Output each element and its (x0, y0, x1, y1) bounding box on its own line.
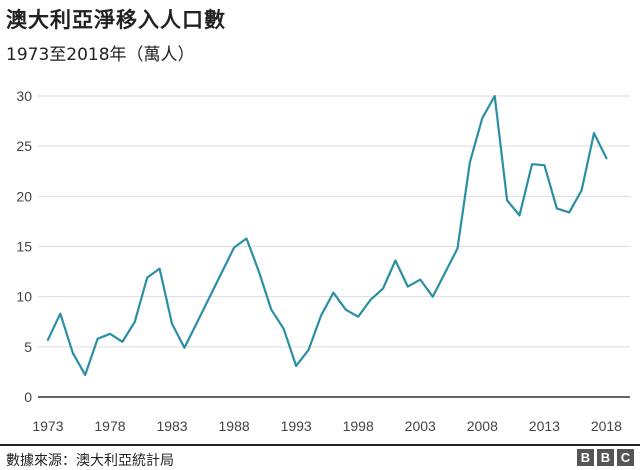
x-tick-label-1973: 1973 (32, 418, 63, 434)
y-tick-label-25: 25 (16, 138, 32, 154)
source-note: 數據來源：澳大利亞統計局 (6, 453, 174, 469)
y-tick-label-5: 5 (24, 339, 32, 355)
y-tick-label-30: 30 (16, 88, 32, 104)
x-tick-label-2003: 2003 (405, 418, 436, 434)
y-tick-label-15: 15 (16, 239, 32, 255)
y-tick-label-10: 10 (16, 289, 32, 305)
x-tick-label-1993: 1993 (281, 418, 312, 434)
y-tick-label-20: 20 (16, 188, 32, 204)
series-line-0 (46, 94, 608, 376)
line-chart: 0 5 10 15 20 25 30 1973 1978 1983 1988 1993 1998 2003… (16, 88, 630, 434)
bbc-logo: B B C (577, 449, 634, 466)
footer-divider (0, 444, 640, 446)
x-tick-label-1998: 1998 (343, 418, 374, 434)
y-tick-label-0: 0 (24, 389, 32, 405)
chart-subtitle: 1973至2018年（萬人） (6, 45, 195, 65)
x-tick-label-1978: 1978 (94, 418, 125, 434)
x-tick-label-1983: 1983 (156, 418, 187, 434)
x-tick-label-2013: 2013 (529, 418, 560, 434)
logo-letter-c: C (617, 449, 634, 466)
logo-letter-b2: B (597, 449, 614, 466)
logo-letter-b1: B (577, 449, 594, 466)
x-tick-label-2008: 2008 (467, 418, 498, 434)
x-tick-label-2018: 2018 (591, 418, 622, 434)
x-tick-label-1988: 1988 (219, 418, 250, 434)
chart-title: 澳大利亞淨移入人口數 (6, 8, 226, 32)
